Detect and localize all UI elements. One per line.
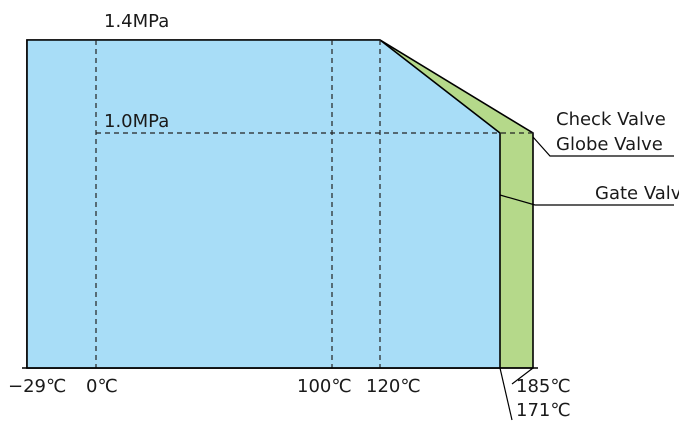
gate-valve-area (26, 39, 501, 369)
callout-check-valve: Check Valve (556, 109, 666, 130)
callout-leader-globe (532, 136, 674, 157)
x-tick-label-0c: 0℃ (86, 376, 118, 397)
pressure-label-1-4mpa: 1.4MPa (104, 11, 169, 32)
leader-line-185c (511, 367, 534, 385)
callout-globe-valve: Globe Valve (556, 134, 663, 155)
pressure-label-1-0mpa: 1.0MPa (104, 111, 169, 132)
x-tick-label-minus29c: −29℃ (8, 376, 66, 397)
x-tick-label-120c: 120℃ (366, 376, 421, 397)
callout-gate-valve: Gate Valve (595, 183, 679, 204)
x-tick-label-100c: 100℃ (297, 376, 352, 397)
x-tick-label-171c: 171℃ (516, 400, 571, 421)
leader-line-171c (499, 367, 513, 421)
x-tick-label-185c: 185℃ (516, 376, 571, 397)
callout-leader-gate (499, 194, 674, 206)
